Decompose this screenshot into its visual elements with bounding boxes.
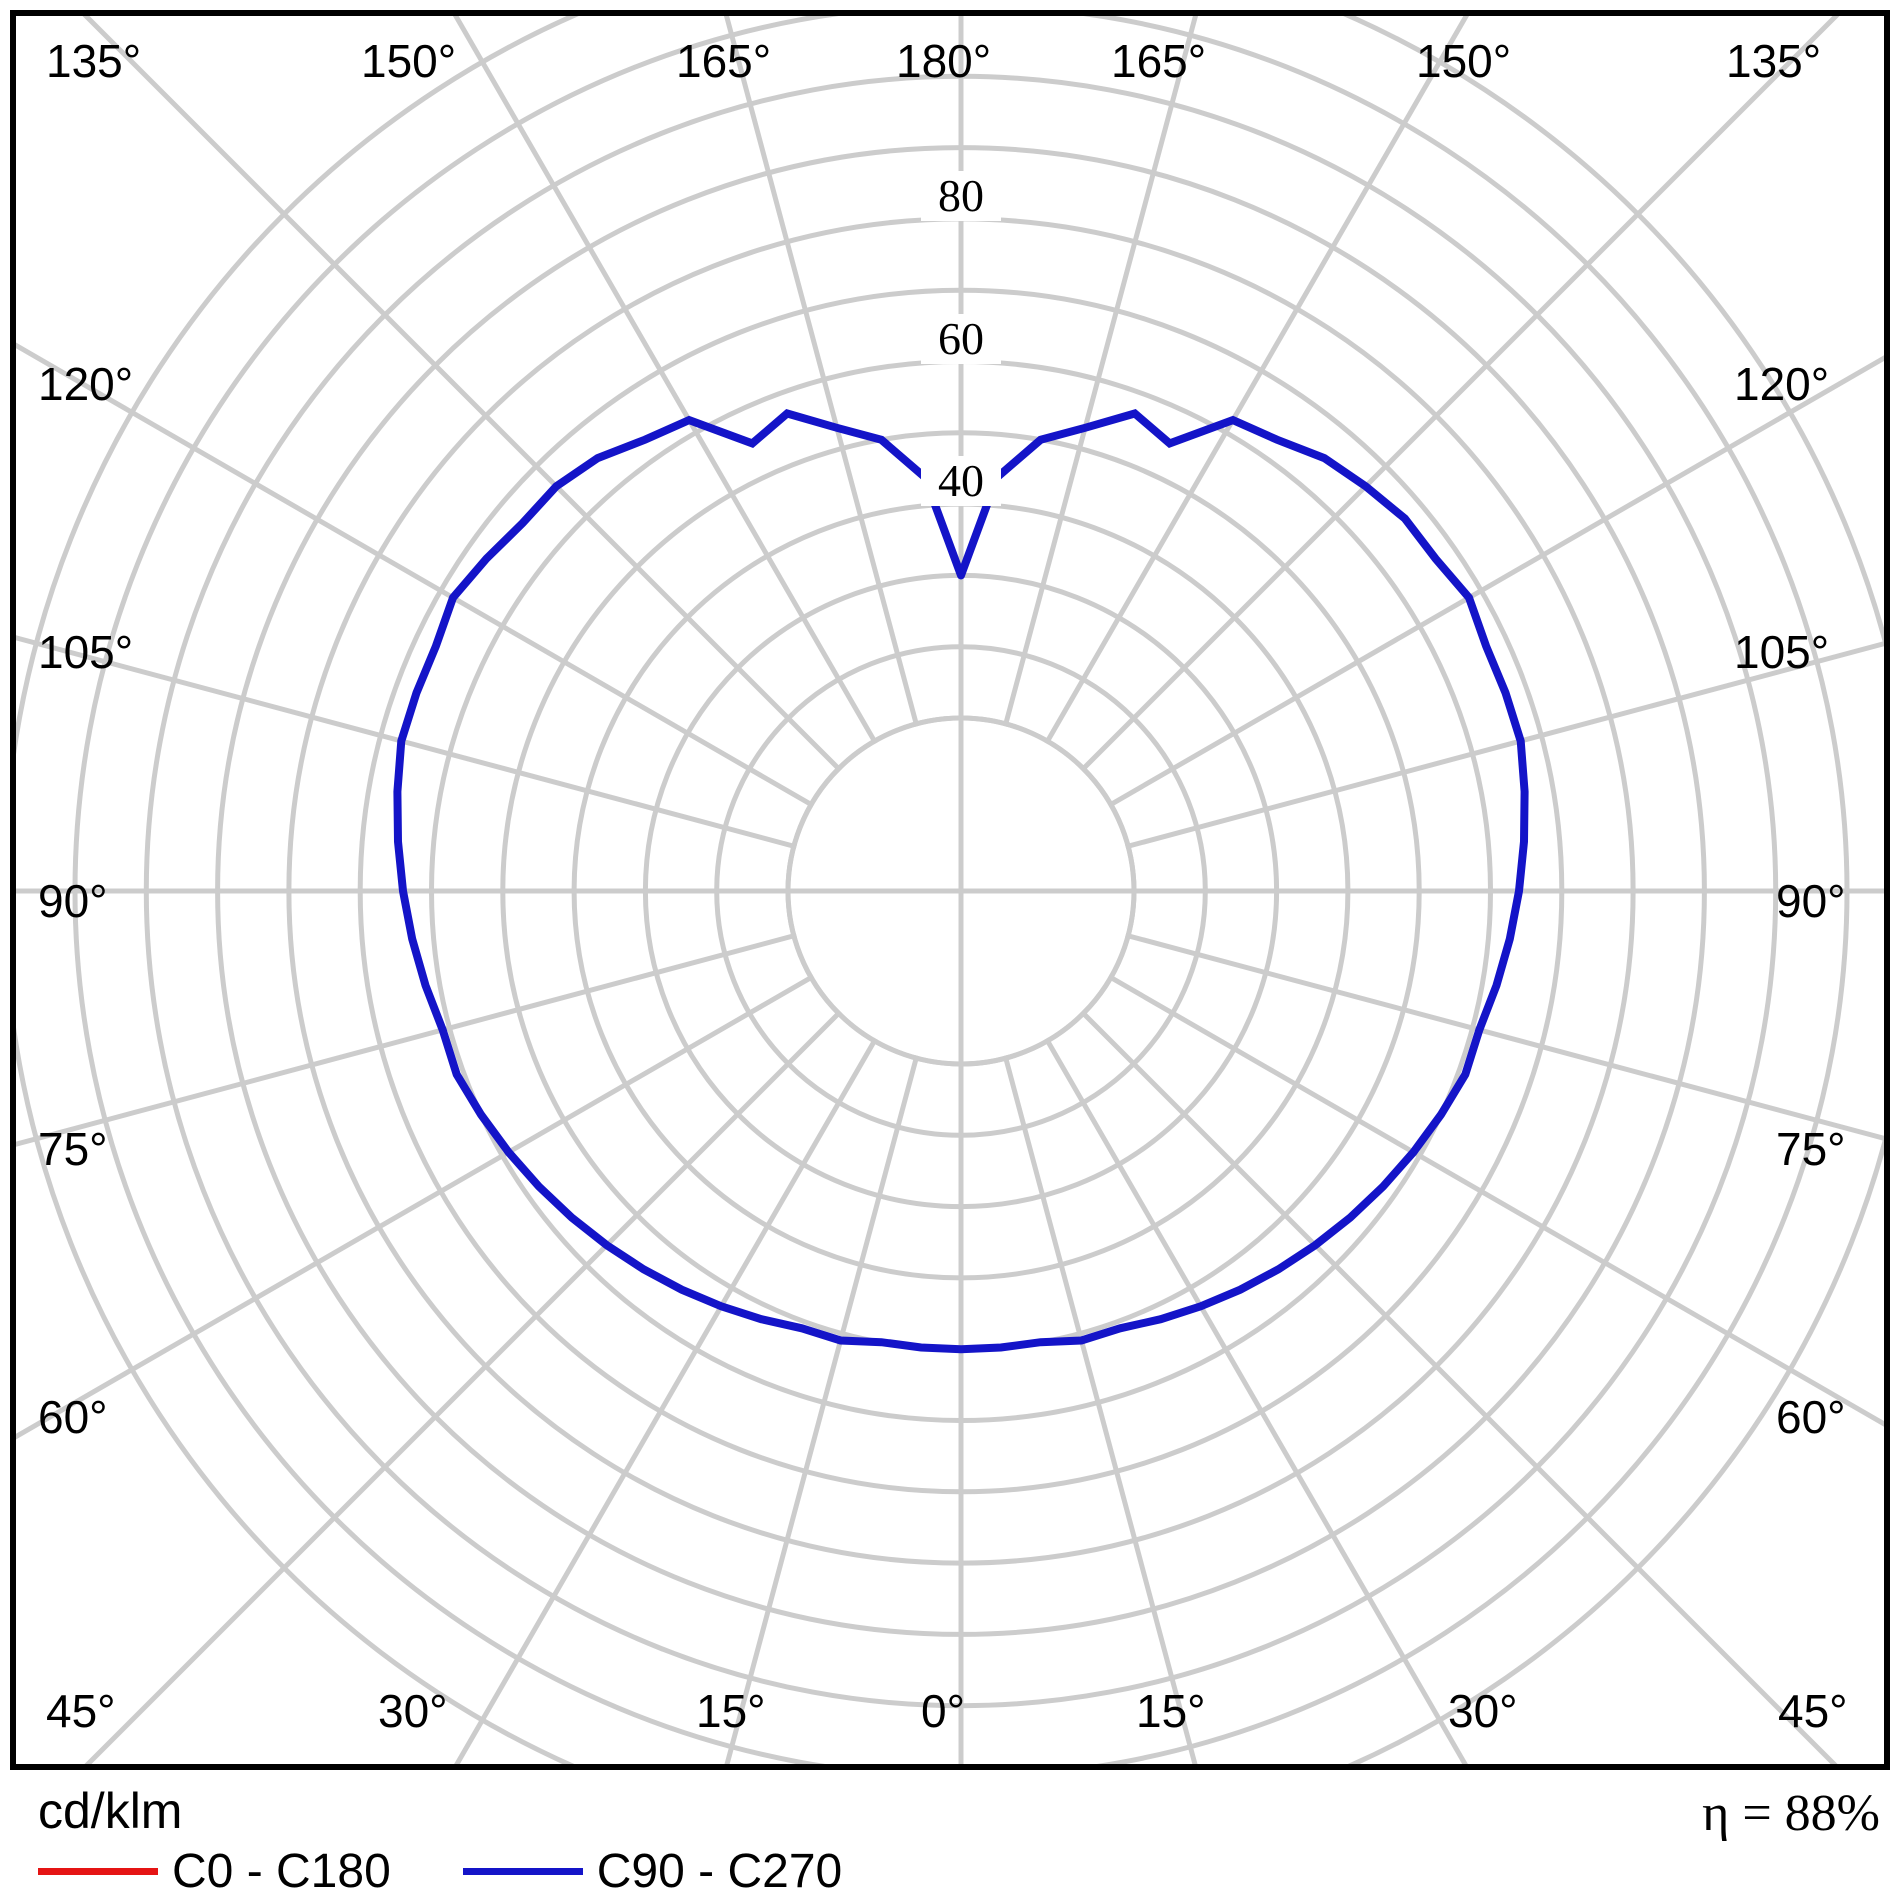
angle-label-right-4: 60° bbox=[1776, 1391, 1846, 1443]
unit-label: cd/klm bbox=[38, 1783, 183, 1839]
legend-item-c90-c270[interactable]: C90 - C270 bbox=[462, 1844, 843, 1899]
legend-swatch-c90-c270 bbox=[462, 1868, 583, 1875]
radial-tick-label-80: 80 bbox=[921, 171, 1001, 221]
angle-label-top-0: 135° bbox=[46, 35, 142, 87]
angle-label-bottom-3: 0° bbox=[921, 1685, 965, 1737]
angle-label-bottom-6: 45° bbox=[1778, 1685, 1848, 1737]
polar-grid bbox=[16, 16, 1884, 1764]
angle-label-left-3: 75° bbox=[38, 1123, 108, 1175]
angle-label-left-2: 90° bbox=[38, 875, 108, 927]
angle-label-top-3: 180° bbox=[896, 35, 992, 87]
angle-label-top-2: 165° bbox=[676, 35, 772, 87]
angle-label-right-3: 75° bbox=[1776, 1123, 1846, 1175]
polar-data-curves bbox=[393, 409, 1529, 1354]
chart-legend: C0 - C180 C90 - C270 bbox=[38, 1844, 842, 1899]
angle-label-left-4: 60° bbox=[38, 1391, 108, 1443]
angle-label-left-0: 120° bbox=[38, 358, 134, 410]
angle-label-bottom-1: 30° bbox=[378, 1685, 448, 1737]
polar-plot-area: 135° 150° 165° 180° 165° 150° 135° 45° 30° 15° 0° 1… bbox=[10, 10, 1890, 1770]
angle-label-bottom-5: 30° bbox=[1448, 1685, 1518, 1737]
angle-label-top-5: 150° bbox=[1416, 35, 1512, 87]
radial-tick-label-60: 60 bbox=[921, 314, 1001, 364]
angle-label-bottom-2: 15° bbox=[696, 1685, 766, 1737]
legend-label-c90-c270: C90 - C270 bbox=[596, 1845, 843, 1898]
legend-item-c0-c180[interactable]: C0 - C180 bbox=[38, 1844, 391, 1899]
angle-label-right-2: 90° bbox=[1776, 875, 1846, 927]
angle-label-right-1: 105° bbox=[1734, 626, 1830, 678]
legend-label-c0-c180: C0 - C180 bbox=[172, 1845, 391, 1898]
efficiency-label: η = 88% bbox=[1702, 1785, 1880, 1842]
radial-tick-label-40: 40 bbox=[921, 456, 1001, 506]
angle-label-bottom-4: 15° bbox=[1136, 1685, 1206, 1737]
angle-label-top-1: 150° bbox=[361, 35, 457, 87]
angle-label-left-1: 105° bbox=[38, 626, 134, 678]
legend-swatch-c0-c180 bbox=[38, 1868, 158, 1875]
angle-label-top-4: 165° bbox=[1111, 35, 1207, 87]
angle-label-top-6: 135° bbox=[1726, 35, 1822, 87]
angle-label-bottom-0: 45° bbox=[46, 1685, 116, 1737]
angle-label-right-0: 120° bbox=[1734, 358, 1830, 410]
chart-footer: cd/klm η = 88% C0 - C180 C90 - C270 bbox=[10, 1778, 1890, 1898]
